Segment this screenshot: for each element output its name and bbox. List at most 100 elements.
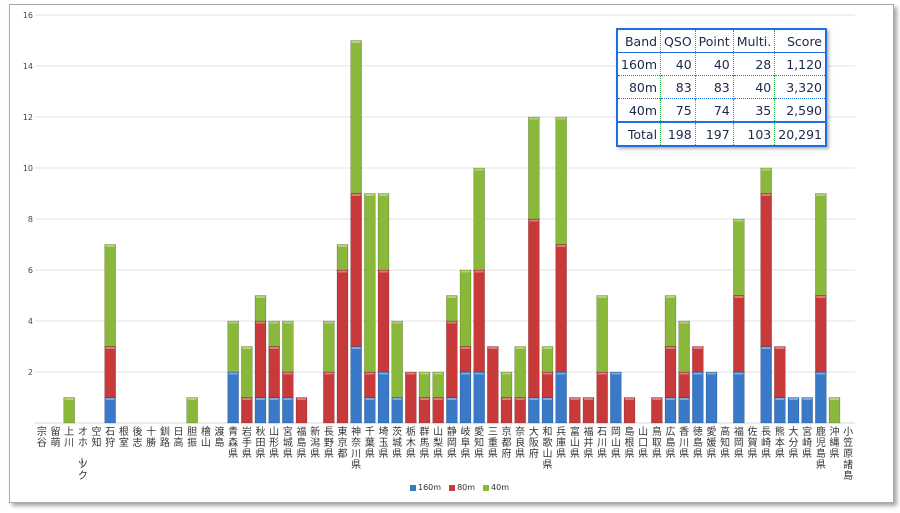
cell: 75	[660, 98, 696, 122]
bar-highlight	[447, 296, 457, 298]
bar-80m-秋田県	[254, 320, 267, 398]
bar-80m-和歌山県	[541, 371, 554, 398]
header-score: Score	[774, 29, 826, 53]
bar-highlight	[365, 372, 375, 375]
x-tick-label: 兵庫県	[556, 425, 566, 460]
bar-80m-宮城県	[282, 371, 294, 398]
x-tick-label: 宮崎県	[802, 425, 812, 460]
x-tick-label: 石川県	[597, 427, 607, 460]
bar-40m-大阪府	[528, 116, 540, 220]
bar-160m-山形県	[268, 397, 280, 424]
bar-highlight	[679, 372, 689, 375]
bar-highlight	[269, 347, 279, 349]
x-tick-label: 長崎県	[761, 426, 771, 460]
bar-160m-熊本県	[774, 397, 786, 424]
bar-80m-奈良県	[514, 397, 526, 424]
bar-highlight	[666, 398, 675, 400]
x-tick-label: 千葉県	[365, 426, 375, 460]
bar-highlight	[447, 398, 457, 400]
bar-160m-岐阜県	[459, 371, 472, 424]
cell: 40	[660, 52, 696, 76]
bar-160m-埼玉県	[377, 371, 390, 424]
x-tick-label: 宗谷	[37, 425, 47, 449]
x-tick-label: 秋田県	[256, 425, 266, 460]
x-tick-label: 茨城県	[392, 425, 402, 460]
bar-80m-富山県	[569, 397, 581, 424]
x-tick-label: 檜山	[201, 425, 211, 449]
bar-highlight	[105, 245, 115, 247]
cell: 74	[694, 98, 734, 122]
bar-highlight	[734, 372, 744, 375]
x-tick-label: 後志	[133, 425, 143, 449]
bar-highlight	[338, 245, 347, 247]
bar-40m-福岡県	[733, 218, 745, 296]
bar-160m-宮城県	[282, 397, 294, 424]
bar-40m-石川県	[596, 295, 608, 373]
cell: 197	[694, 121, 734, 146]
bar-highlight	[187, 398, 197, 400]
bar-40m-和歌山県	[541, 346, 554, 373]
y-tick-label: 10	[23, 164, 33, 173]
bar-40m-広島県	[664, 295, 677, 347]
bar-highlight	[666, 296, 675, 298]
y-tick-label: 16	[23, 11, 33, 20]
bar-highlight	[392, 321, 402, 324]
bar-80m-長野県	[323, 371, 335, 424]
x-tick-label: 岐阜県	[461, 425, 471, 460]
x-tick-label: 愛媛県	[707, 425, 717, 460]
bar-80m-神奈川県	[350, 193, 362, 347]
x-tick-label: 熊本県	[775, 425, 785, 460]
bar-highlight	[775, 398, 785, 400]
bar-80m-静岡県	[446, 320, 458, 398]
bar-160m-愛媛県	[705, 371, 718, 424]
y-tick-label: 6	[28, 266, 33, 275]
cell: 198	[660, 121, 696, 146]
x-tick-label: 沖縄県	[830, 425, 840, 460]
bar-80m-千葉県	[364, 371, 376, 398]
bar-40m-石狩	[104, 244, 116, 347]
bar-80m-岩手県	[241, 397, 253, 424]
x-tick-label: 石狩	[105, 427, 115, 449]
bar-highlight	[351, 194, 361, 196]
bar-highlight	[351, 41, 361, 43]
bar-highlight	[105, 347, 115, 349]
bar-40m-静岡県	[446, 295, 458, 322]
x-tick-label: 十勝	[146, 425, 156, 449]
bar-160m-兵庫県	[555, 371, 567, 424]
bar-80m-島根県	[623, 397, 636, 424]
bar-80m-山梨県	[432, 397, 444, 424]
bar-highlight	[693, 372, 703, 375]
bar-40m-上川	[63, 397, 75, 424]
x-tick-label: 栃木県	[406, 425, 416, 460]
x-tick-label: 東京都	[338, 425, 348, 460]
cell: 83	[660, 75, 696, 99]
bar-highlight	[625, 398, 634, 400]
x-tick-label: 胆振	[187, 426, 197, 449]
x-tick-label: 香川県	[679, 426, 689, 460]
bar-40m-山梨県	[432, 371, 444, 398]
bar-highlight	[679, 398, 689, 400]
bar-highlight	[761, 347, 771, 349]
bar-highlight	[611, 372, 621, 375]
bar-40m-愛知県	[473, 167, 485, 271]
bar-highlight	[420, 398, 429, 400]
x-tick-label: 三重県	[488, 427, 498, 460]
cell: 40	[694, 52, 734, 76]
bar-highlight	[761, 194, 771, 196]
table-row: 160m 40 40 28 1,120	[617, 52, 826, 76]
bar-highlight	[228, 321, 238, 324]
score-table: Band QSO Point Multi. Score 160m 40 40 2…	[616, 28, 827, 147]
legend-item-160m: 160m	[410, 483, 441, 492]
bar-40m-兵庫県	[555, 116, 567, 245]
bar-highlight	[283, 372, 293, 375]
bar-40m-神奈川県	[350, 40, 362, 194]
x-tick-label: 群馬県	[420, 425, 430, 460]
bar-80m-京都府	[500, 397, 513, 424]
bar-highlight	[529, 117, 539, 120]
bar-160m-静岡県	[446, 397, 458, 424]
bar-80m-栃木県	[405, 371, 417, 424]
bar-highlight	[461, 372, 470, 375]
x-tick-label: 山梨県	[433, 426, 443, 460]
bar-160m-大阪府	[528, 397, 540, 424]
